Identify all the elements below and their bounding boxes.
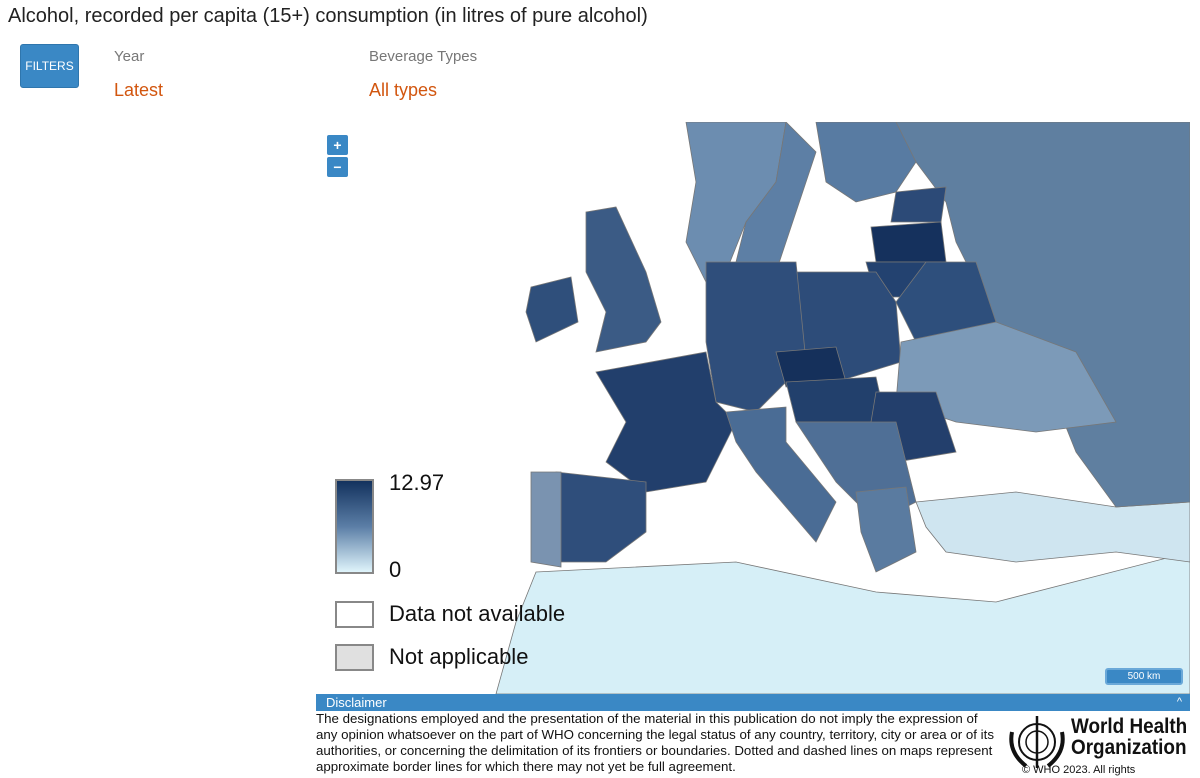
copyright: © WHO 2023. All rights xyxy=(1022,764,1136,776)
scale-bar: 500 km xyxy=(1105,668,1183,685)
latvia xyxy=(870,221,947,263)
disclaimer-header[interactable]: Disclaimer ^ xyxy=(316,694,1190,711)
legend-min: 0 xyxy=(389,557,402,582)
turkey xyxy=(915,491,1190,563)
legend-swatch-na-data xyxy=(335,601,374,628)
who-logo-text: World Health Organization xyxy=(1071,715,1188,759)
year-filter-label: Year xyxy=(114,48,145,65)
zoom-out-button[interactable]: − xyxy=(327,157,348,177)
austria-hungary xyxy=(785,376,887,423)
zoom-in-button[interactable]: + xyxy=(327,135,348,155)
greece xyxy=(855,486,917,573)
legend-na-data: Data not available xyxy=(389,601,566,626)
beverage-filter-value[interactable]: All types xyxy=(369,80,438,100)
filters-button[interactable]: FILTERS xyxy=(20,44,79,88)
disclaimer-text: The designations employed and the presen… xyxy=(316,711,994,774)
legend-gradient xyxy=(335,479,374,574)
choropleth-map[interactable] xyxy=(316,122,1190,694)
year-filter-value[interactable]: Latest xyxy=(114,80,164,100)
italy xyxy=(725,406,837,543)
spain xyxy=(550,471,647,563)
page-title: Alcohol, recorded per capita (15+) consu… xyxy=(8,5,648,27)
who-name-line-2: Organization xyxy=(1071,736,1187,759)
legend-max: 12.97 xyxy=(389,470,445,495)
ireland xyxy=(525,276,579,343)
united-kingdom xyxy=(585,206,662,353)
legend-not-applicable: Not applicable xyxy=(389,644,529,669)
estonia xyxy=(890,186,947,223)
finland xyxy=(815,122,917,203)
legend-swatch-not-applicable xyxy=(335,644,374,671)
who-name-line-1: World Health xyxy=(1071,715,1188,738)
beverage-filter-label: Beverage Types xyxy=(369,48,478,65)
portugal xyxy=(530,471,562,568)
who-emblem-icon xyxy=(1009,716,1065,768)
disclaimer-title: Disclaimer xyxy=(326,695,387,710)
north-africa xyxy=(495,551,1190,694)
collapse-icon[interactable]: ^ xyxy=(1176,696,1182,708)
france xyxy=(595,351,737,493)
